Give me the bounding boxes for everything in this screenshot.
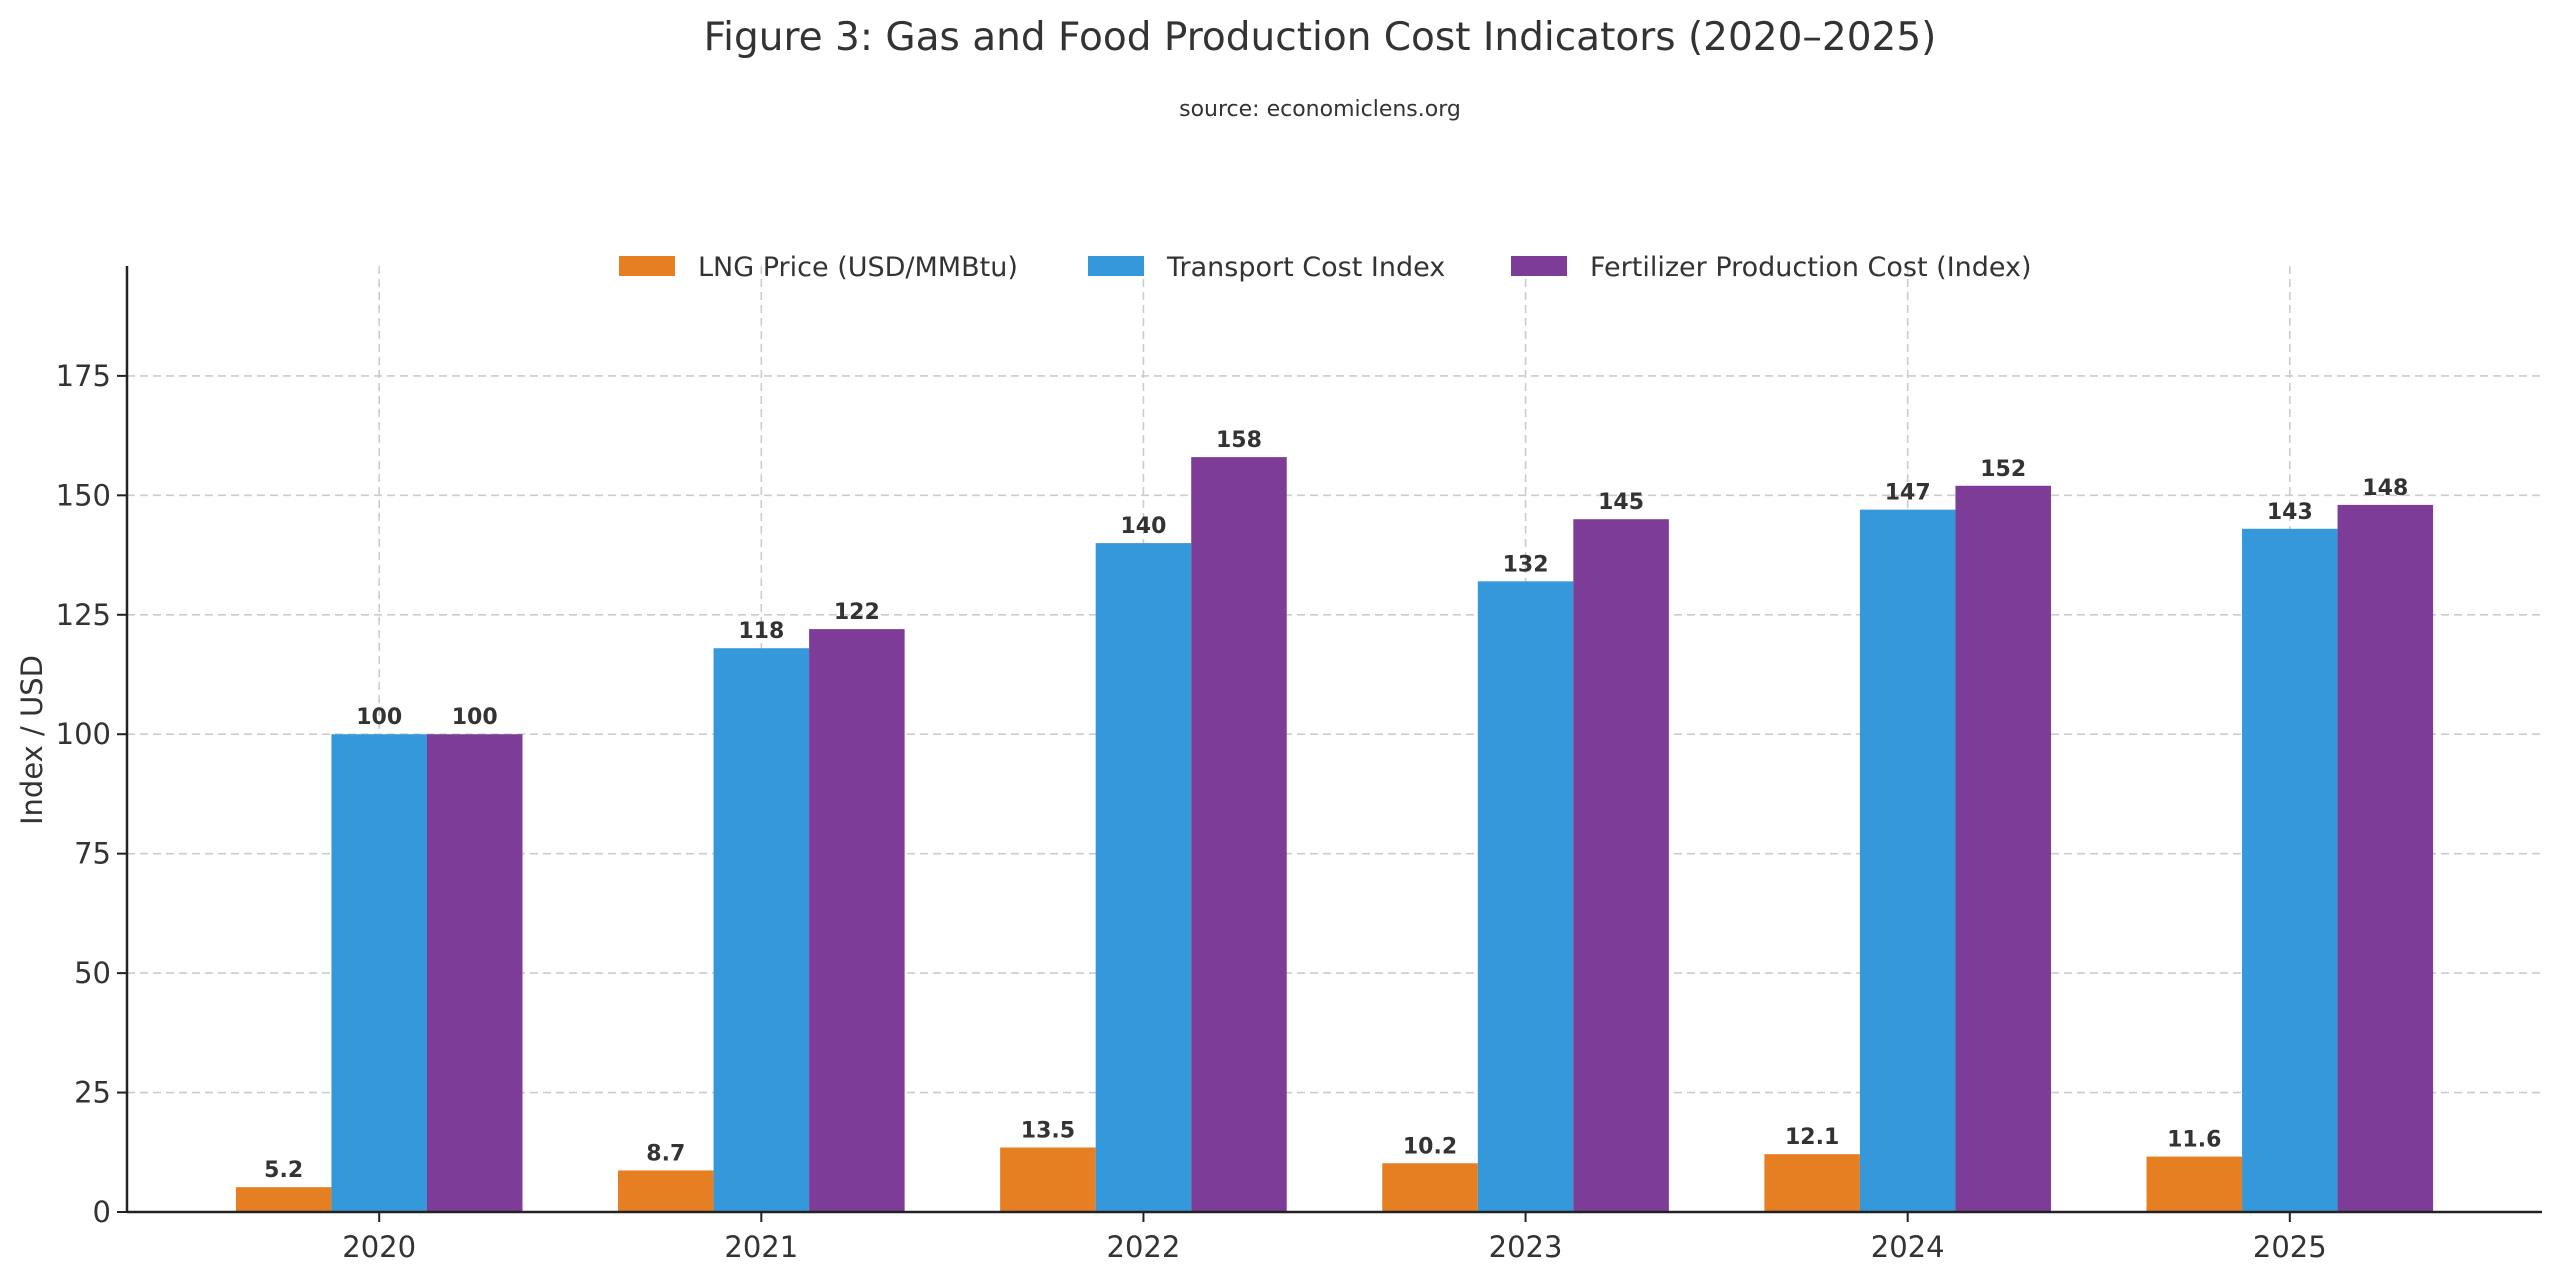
- bar: [713, 648, 810, 1212]
- x-tick-label: 2023: [1489, 1230, 1563, 1264]
- legend-swatch: [1511, 256, 1567, 276]
- bar: [1477, 581, 1574, 1212]
- y-tick-label: 75: [74, 837, 111, 871]
- x-tick-label: 2024: [1871, 1230, 1945, 1264]
- bar: [1859, 509, 1956, 1213]
- legend-swatch: [619, 256, 675, 276]
- bar-value-label: 147: [1885, 481, 1931, 506]
- bar-value-label: 100: [356, 705, 402, 730]
- y-tick-label: 175: [56, 359, 111, 393]
- legend-label: LNG Price (USD/MMBtu): [698, 252, 1018, 283]
- bar-value-label: 132: [1503, 552, 1549, 577]
- chart-subtitle: source: economiclens.org: [1179, 97, 1461, 122]
- y-tick-label: 25: [74, 1076, 111, 1110]
- bar-value-label: 8.7: [646, 1141, 685, 1166]
- axes: 0 25 50 75 100 125 150 175 2020 2021 2022 2023 2024 2…: [56, 266, 2542, 1264]
- bar: [2337, 504, 2434, 1212]
- y-tick-label: 50: [74, 956, 111, 990]
- bar: [2146, 1156, 2243, 1212]
- bar: [1955, 485, 2051, 1212]
- legend-swatch: [1088, 256, 1144, 276]
- bar: [1764, 1154, 1860, 1212]
- bar-value-label: 122: [834, 600, 880, 625]
- y-tick-label: 125: [56, 598, 111, 632]
- bar-value-label: 13.5: [1021, 1119, 1075, 1144]
- legend-label: Fertilizer Production Cost (Index): [1590, 252, 2032, 283]
- y-tick-label: 100: [56, 717, 111, 751]
- bar-value-label: 143: [2267, 500, 2313, 525]
- legend-label: Transport Cost Index: [1166, 252, 1445, 283]
- bar: [1382, 1163, 1478, 1212]
- bar-value-label: 10.2: [1403, 1134, 1457, 1159]
- bar-value-label: 12.1: [1785, 1125, 1839, 1150]
- bar-value-label: 118: [738, 619, 784, 644]
- bar-value-label: 100: [452, 705, 498, 730]
- bar: [1000, 1147, 1096, 1212]
- chart-title: Figure 3: Gas and Food Production Cost I…: [704, 15, 1937, 60]
- bar-value-label: 11.6: [2167, 1128, 2221, 1153]
- x-tick-label: 2022: [1107, 1230, 1181, 1264]
- bar-value-label: 148: [2362, 476, 2408, 501]
- bar: [331, 734, 427, 1212]
- y-axis-label: Index / USD: [15, 655, 49, 825]
- bar-value-label: 152: [1980, 457, 2026, 482]
- bar-value-label: 5.2: [264, 1158, 303, 1183]
- y-tick-label: 0: [93, 1195, 111, 1229]
- x-tick-label: 2020: [342, 1230, 416, 1264]
- bar-value-label: 145: [1598, 490, 1644, 515]
- x-tick-label: 2021: [724, 1230, 798, 1264]
- bar: [1191, 457, 1287, 1213]
- x-tick-label: 2025: [2253, 1230, 2327, 1264]
- bar: [2242, 528, 2338, 1212]
- bar: [426, 734, 523, 1212]
- bar: [809, 629, 905, 1212]
- bar-value-label: 140: [1120, 514, 1166, 539]
- legend: LNG Price (USD/MMBtu) Transport Cost Inde…: [619, 252, 2032, 283]
- bar-value-label: 158: [1216, 428, 1262, 453]
- bars: 5.2 8.7 13.5 10.2 12.1 11.6 100 118 140 132 147 143…: [235, 428, 2434, 1213]
- bar: [1095, 543, 1192, 1212]
- bar: [1573, 519, 1669, 1212]
- bar: [618, 1170, 714, 1212]
- y-tick-label: 150: [56, 478, 111, 512]
- bar: [235, 1187, 332, 1212]
